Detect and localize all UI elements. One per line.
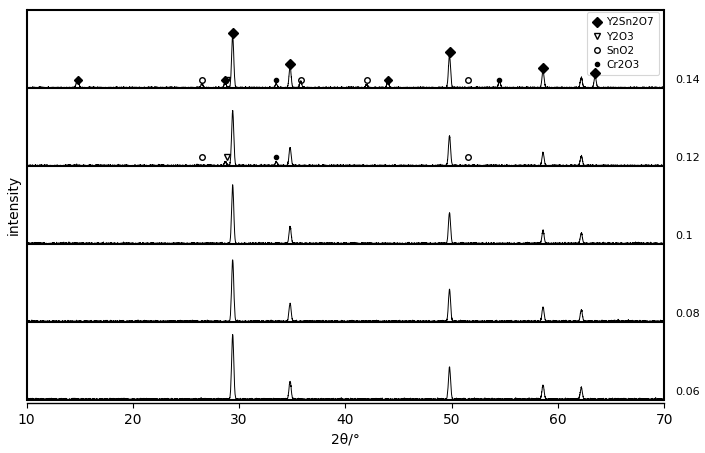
- X-axis label: 2θ/°: 2θ/°: [331, 432, 360, 446]
- Text: 0.08: 0.08: [675, 309, 699, 319]
- Text: 0.12: 0.12: [675, 153, 699, 164]
- Y-axis label: intensity: intensity: [7, 175, 21, 235]
- Text: 0.14: 0.14: [675, 76, 699, 86]
- Text: 0.06: 0.06: [675, 387, 699, 397]
- Legend: Y2Sn2O7, Y2O3, SnO2, Cr2O3: Y2Sn2O7, Y2O3, SnO2, Cr2O3: [587, 12, 659, 75]
- Text: 0.1: 0.1: [675, 231, 692, 241]
